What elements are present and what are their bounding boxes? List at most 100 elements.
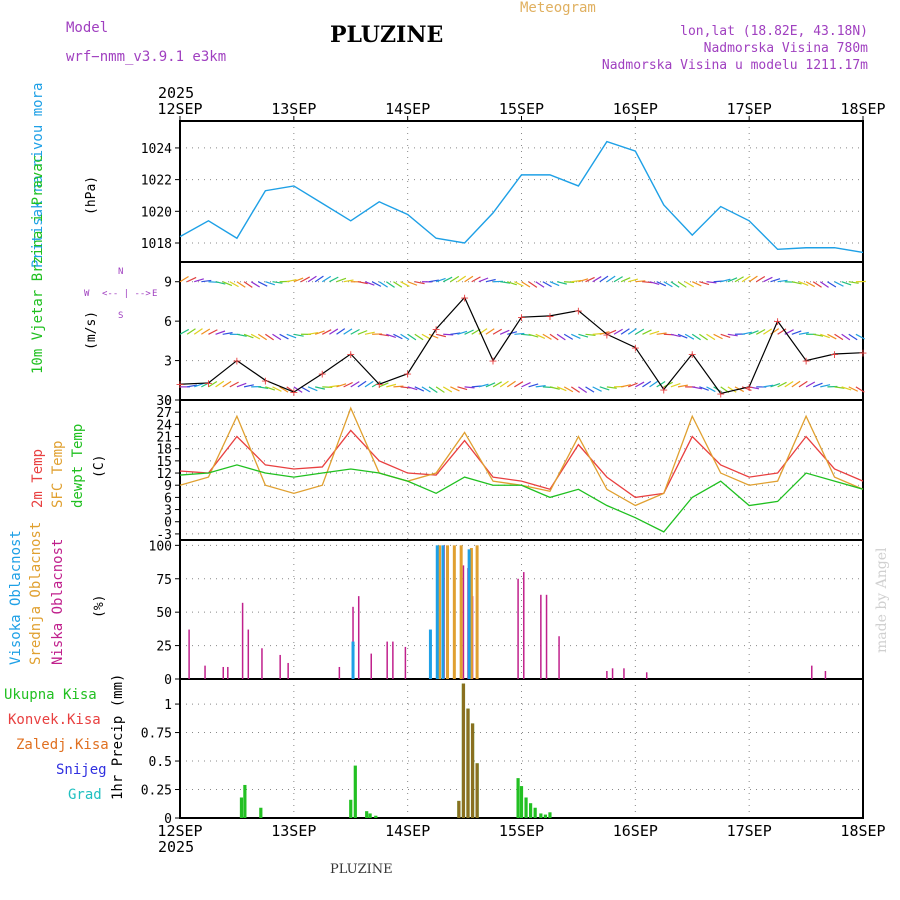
- wind-arrow: [293, 333, 304, 337]
- wind-arrow: [201, 328, 211, 335]
- wind-arrow: [827, 333, 837, 340]
- wind-arrow: [535, 281, 545, 288]
- wind-arrow: [620, 328, 630, 335]
- wind-arrow: [428, 333, 439, 339]
- y-tick-label: -3: [156, 528, 172, 543]
- wind-arrow: [841, 281, 852, 286]
- wind-gust-marker: +: [858, 347, 867, 360]
- y-tick-label: 0: [164, 394, 172, 409]
- wind-arrow: [258, 386, 269, 390]
- wind-arrow: [243, 333, 254, 339]
- wind-arrow: [549, 333, 559, 341]
- wind-arrow: [848, 281, 859, 284]
- wind-arrow: [300, 276, 311, 283]
- cloud-bar-low: [558, 636, 560, 679]
- wind-arrow: [407, 281, 418, 286]
- precip-bar-total: [353, 765, 357, 818]
- cloud-bar-low: [241, 602, 244, 679]
- x-tick-top: 17SEP: [727, 100, 772, 118]
- wind-arrow: [507, 331, 518, 335]
- precip-bar-total: [533, 807, 537, 818]
- wind-arrow: [564, 281, 575, 283]
- wind-arrow: [535, 333, 546, 339]
- wind-gust-marker: +: [574, 305, 583, 318]
- wind-arrow: [194, 278, 204, 283]
- wind-arrow: [343, 279, 354, 283]
- wind-arrow: [215, 281, 226, 285]
- precip-frz-label: Zaledj.Kisa: [16, 737, 109, 753]
- wind-arrow: [585, 276, 595, 283]
- wind-arrow: [542, 333, 552, 340]
- pressure-unit: (hPa): [84, 175, 99, 215]
- wind-arrow: [805, 381, 816, 388]
- year-top: 2025: [158, 84, 195, 102]
- wind-gust-marker: +: [773, 315, 782, 328]
- wind-arrow: [699, 333, 708, 341]
- wind-arrow: [421, 333, 431, 340]
- cloud-bar-low: [811, 665, 813, 679]
- wind-arrow: [336, 383, 347, 388]
- meteogram-label: Meteogram: [520, 0, 596, 16]
- wind-arrow: [706, 386, 716, 393]
- wind-arrow: [798, 380, 808, 388]
- wind-arrow: [699, 386, 709, 391]
- wind-arrow: [777, 279, 788, 283]
- x-tick-top: 12SEP: [157, 100, 202, 118]
- wind-arrow: [421, 386, 431, 393]
- wind-arrow: [798, 281, 809, 287]
- precip-bar-total: [365, 811, 369, 818]
- precip-bar-total: [516, 778, 520, 818]
- wind-arrow: [670, 281, 680, 288]
- wind-arrow: [706, 333, 716, 341]
- wind-arrow: [798, 331, 809, 335]
- wind-arrow: [656, 332, 667, 335]
- wind-arrow: [407, 386, 418, 391]
- wind-arrow: [514, 281, 524, 287]
- cloud-bar-low: [370, 653, 372, 679]
- wind-arrow: [627, 328, 637, 335]
- wind-arrow: [755, 328, 766, 335]
- wind-arrow: [450, 275, 460, 283]
- y-tick-label: 0.5: [149, 755, 172, 770]
- wind-arrow: [642, 329, 652, 335]
- wind-arrow: [492, 381, 502, 388]
- wind-arrow: [385, 281, 395, 288]
- wind-arrow: [315, 386, 326, 390]
- wind-arrow: [407, 333, 417, 341]
- wind-arrow: [556, 333, 566, 341]
- wind-arrow: [464, 275, 474, 283]
- y-tick-label: 24: [156, 418, 172, 433]
- wind-gust-marker: +: [716, 387, 725, 400]
- x-tick-top: 14SEP: [385, 100, 430, 118]
- wind-arrow: [812, 382, 823, 388]
- precip-bar-conv: [475, 763, 479, 818]
- precip-bar-conv: [457, 800, 461, 818]
- mid-cloud-title: Srednja Oblacnost: [28, 521, 44, 665]
- precip-bar-total: [548, 812, 552, 818]
- wind-arrow: [571, 333, 581, 340]
- wind-arrow: [393, 333, 403, 340]
- wind-arrow: [201, 279, 212, 283]
- compass-west: W: [84, 289, 90, 299]
- x-tick-top: 18SEP: [840, 100, 885, 118]
- wind-arrow: [749, 386, 760, 390]
- wind-arrow: [556, 281, 567, 285]
- wind-arrow: [706, 281, 717, 284]
- wind-arrow: [606, 386, 617, 389]
- wind-arrow: [329, 328, 339, 335]
- wind-arrow: [357, 380, 367, 388]
- wind-arrow: [236, 281, 246, 288]
- wind-arrow: [649, 330, 660, 335]
- y-tick-label: 0: [164, 673, 172, 688]
- wind-gust-marker: +: [432, 323, 441, 336]
- precip-bar-total: [529, 803, 533, 818]
- wind-arrow: [521, 382, 531, 388]
- y-tick-label: 27: [156, 406, 172, 421]
- wind-arrow: [492, 328, 502, 335]
- wind-gust-marker: +: [261, 374, 270, 387]
- wind-gust-marker: +: [659, 383, 668, 396]
- wind-arrow: [691, 281, 702, 287]
- wind-arrow: [179, 276, 189, 283]
- y-tick-label: 3: [164, 355, 172, 370]
- cloud-bar-low: [338, 666, 341, 679]
